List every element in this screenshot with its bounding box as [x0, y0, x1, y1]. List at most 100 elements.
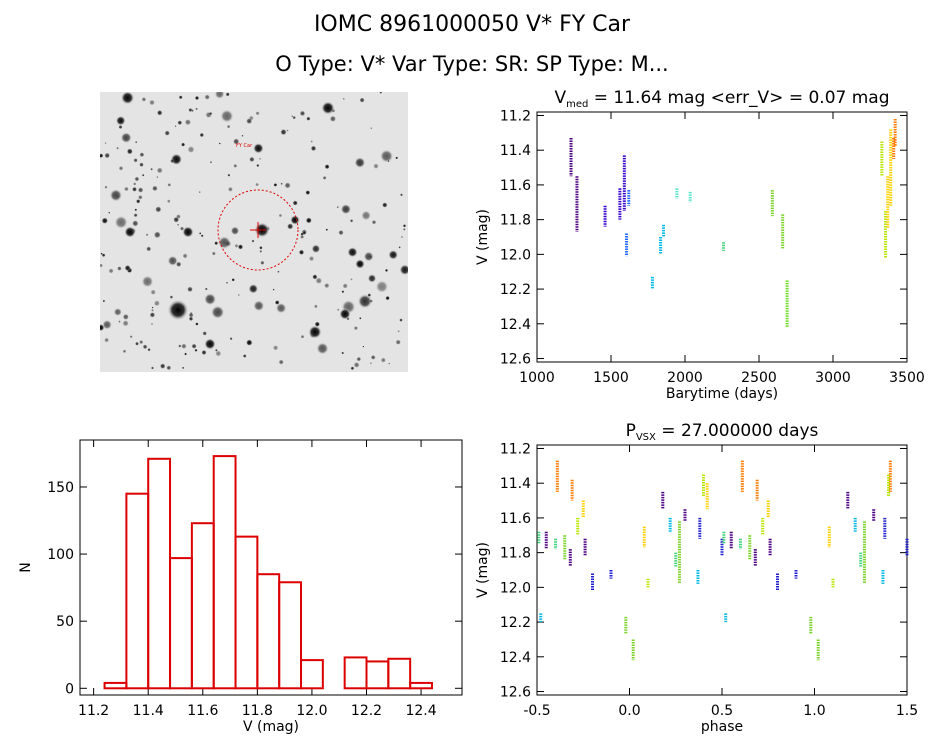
star-dot [227, 173, 231, 177]
star-dot [353, 325, 359, 331]
star-dot [215, 350, 222, 357]
star-dot [202, 331, 208, 336]
star-dot [101, 253, 106, 258]
star-dot [278, 213, 283, 218]
histogram-bar [365, 660, 390, 690]
star-dot [400, 193, 403, 197]
lightcurve-xtick-label: 3500 [889, 370, 925, 386]
phased-ytick-label: 12.4 [500, 650, 531, 666]
chart-title: IOMC 8961000050 V* FY Car [313, 12, 631, 37]
star-dot [151, 306, 154, 309]
star-dot [151, 185, 158, 192]
star-dot [402, 228, 406, 231]
bright-star [204, 338, 216, 350]
lightcurve-xtick-label: 1000 [519, 370, 555, 386]
star-dot [126, 148, 134, 155]
lightcurve-ytick-label: 11.8 [500, 213, 531, 229]
star-dot [350, 366, 355, 371]
star-dot [359, 97, 365, 103]
histogram-bar [212, 455, 237, 690]
star-dot [292, 200, 298, 206]
chart-subtitle: O Type: V* Var Type: SR: SP Type: M... [275, 52, 669, 76]
star-dot [210, 305, 225, 320]
star-field-image: FY Car [100, 92, 408, 372]
star-dot [138, 339, 144, 345]
star-dot [118, 320, 121, 323]
histogram-plot-frame [79, 439, 463, 696]
star-dot [188, 316, 194, 322]
star-dot [300, 334, 305, 339]
histogram-bar [256, 573, 281, 690]
star-dot [275, 302, 287, 314]
histogram-xtick-label: 12.4 [405, 703, 436, 719]
histogram-xtick-label: 12.2 [351, 703, 382, 719]
star-dot [118, 165, 124, 171]
star-dot [336, 308, 340, 311]
histogram-xtick-label: 11.8 [242, 703, 273, 719]
star-dot [205, 111, 212, 119]
histogram-ylabel: N [18, 562, 34, 572]
histogram-bar [300, 659, 324, 690]
star-dot [159, 363, 166, 370]
star-dot [299, 234, 305, 240]
star-dot [174, 125, 177, 128]
star-dot [194, 348, 198, 352]
star-dot [214, 241, 219, 246]
star-dot [381, 202, 388, 208]
histogram-bar [147, 457, 172, 690]
phased-ytick-label: 11.4 [500, 476, 531, 492]
star-dot [277, 270, 280, 273]
star-dot [137, 194, 143, 200]
star-dot [370, 127, 373, 130]
star-dot [305, 190, 311, 196]
lightcurve-plot-frame [536, 111, 908, 363]
star-dot [194, 95, 200, 101]
bright-star [290, 215, 300, 225]
star-dot [153, 300, 161, 307]
star-dot [211, 251, 216, 256]
star-dot [102, 319, 113, 330]
star-dot [360, 210, 372, 221]
star-dot [385, 295, 390, 301]
star-dot [188, 107, 193, 113]
star-dot [399, 264, 408, 276]
star-dot [150, 167, 153, 171]
star-dot [357, 293, 373, 309]
lightcurve-chart: 1000 1500 2000 2500 3000 3500 11.2 11.4 11.6 11.8… [475, 88, 925, 402]
star-dot [188, 312, 194, 318]
star-dot [114, 215, 129, 230]
star-dot [164, 130, 171, 136]
star-dot [230, 226, 240, 236]
star-dot [356, 356, 362, 362]
phased-xtick-label: 0.5 [711, 703, 733, 719]
star-dot [137, 187, 144, 193]
star-dot [349, 219, 354, 223]
lightcurve-title: Vmed = 11.64 mag <err_V> = 0.07 mag [554, 88, 889, 110]
star-dot [173, 216, 180, 223]
star-dot [209, 160, 213, 164]
star-dot [219, 109, 234, 124]
star-dot [280, 182, 283, 185]
star-dot [371, 219, 377, 225]
lightcurve-xtick-label: 1500 [593, 370, 629, 386]
image-background [100, 92, 408, 372]
star-dot [169, 295, 174, 299]
bright-star [321, 101, 335, 115]
star-dot [102, 299, 106, 303]
bright-star [339, 308, 351, 320]
star-dot [234, 243, 239, 249]
star-dot [156, 167, 163, 174]
star-dot [129, 335, 133, 339]
star-dot [151, 322, 153, 325]
star-dot [184, 118, 192, 126]
star-dot [338, 229, 344, 236]
lightcurve-xtick-label: 2000 [667, 370, 703, 386]
histogram-bar [278, 581, 303, 690]
star-dot [370, 354, 376, 360]
histogram-bar [190, 522, 215, 690]
star-dot [218, 142, 221, 145]
star-dot [350, 278, 353, 281]
star-dot [325, 228, 329, 231]
star-dot [359, 317, 362, 320]
